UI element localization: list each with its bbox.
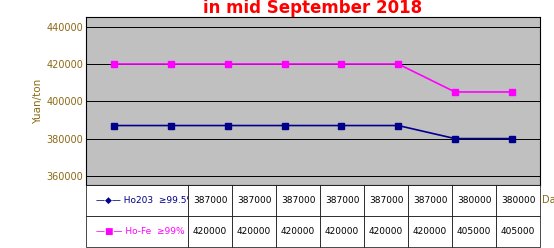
Title: Holmium series price trends
in mid September 2018: Holmium series price trends in mid Septe… [181, 0, 445, 17]
Y-axis label: Yuan/ton: Yuan/ton [33, 79, 43, 124]
Text: Date: Date [542, 195, 554, 205]
